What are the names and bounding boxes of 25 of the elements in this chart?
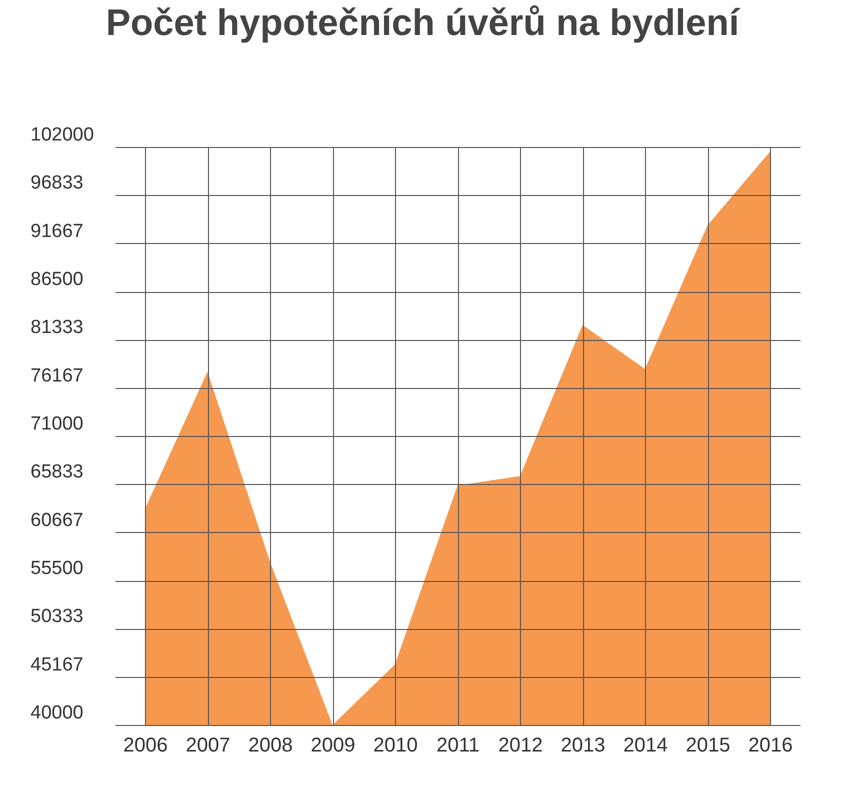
x-tick-label: 2009 bbox=[310, 734, 356, 756]
y-tick-label: 71000 bbox=[30, 414, 84, 434]
y-tick-label: 91667 bbox=[30, 220, 84, 242]
y-tick-label: 81333 bbox=[30, 317, 84, 338]
x-tick-label: 2010 bbox=[373, 734, 418, 756]
y-tick-label: 96833 bbox=[30, 172, 84, 194]
y-tick-label: 76167 bbox=[30, 365, 84, 386]
x-tick-label: 2006 bbox=[123, 734, 168, 756]
x-tick-label: 2008 bbox=[248, 734, 293, 756]
y-tick-label: 86500 bbox=[30, 269, 84, 290]
y-tick-label: 50333 bbox=[30, 606, 84, 628]
chart-title: Počet hypotečních úvěrů na bydlení bbox=[106, 2, 741, 43]
x-tick-label: 2014 bbox=[623, 734, 668, 756]
x-tick-label: 2012 bbox=[498, 734, 543, 756]
y-tick-label: 65833 bbox=[30, 462, 84, 483]
y-tick-label: 45167 bbox=[30, 654, 84, 676]
x-tick-label: 2015 bbox=[686, 734, 730, 756]
x-tick-label: 2011 bbox=[436, 734, 480, 756]
y-tick-label: 40000 bbox=[30, 702, 84, 724]
y-tick-label: 60667 bbox=[30, 510, 84, 531]
y-tick-label: 55500 bbox=[30, 558, 84, 579]
y-tick-label: 102000 bbox=[30, 124, 94, 146]
x-tick-label: 2013 bbox=[560, 734, 606, 756]
x-tick-label: 2016 bbox=[748, 734, 793, 756]
x-tick-label: 2007 bbox=[186, 734, 230, 756]
